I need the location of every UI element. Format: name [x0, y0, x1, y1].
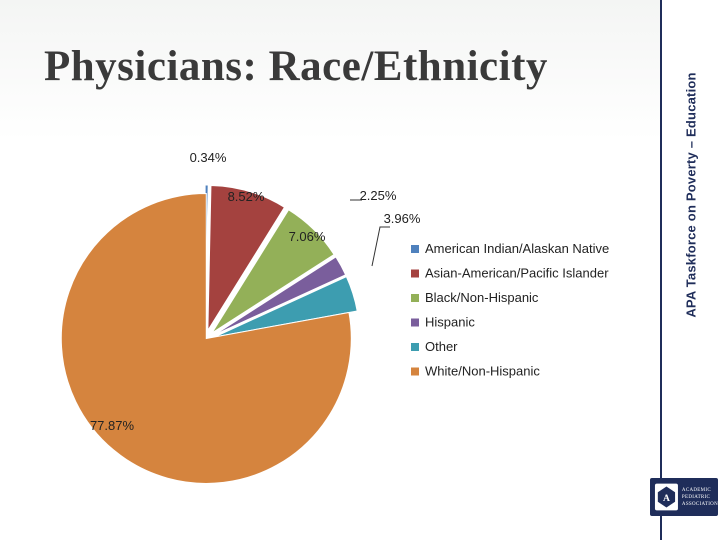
- pie-slice: [211, 209, 335, 334]
- data-label: 2.25%: [360, 188, 397, 203]
- legend-swatch: [411, 367, 419, 376]
- legend-label: Other: [425, 339, 458, 354]
- side-caption: APA Taskforce on Poverty – Education: [683, 72, 699, 318]
- svg-text:A: A: [663, 493, 670, 504]
- legend-swatch: [411, 245, 419, 253]
- label-leader-line: [371, 226, 390, 267]
- pie-chart: 0.34% 8.52% 7.06% 2.25% 3.96% 77.87% American …: [60, 150, 609, 484]
- legend-swatch: [411, 269, 419, 278]
- legend-label: White/Non-Hispanic: [425, 364, 540, 379]
- legend-label: Black/Non-Hispanic: [425, 290, 539, 305]
- logo-text-line: PEDIATRIC: [681, 494, 711, 500]
- legend-swatch: [411, 318, 419, 327]
- side-panel: [662, 0, 720, 540]
- data-label: 0.34%: [190, 150, 227, 165]
- data-label: 3.96%: [384, 211, 421, 226]
- legend-swatch: [411, 343, 419, 351]
- pie-slice: [213, 256, 347, 336]
- data-label: 7.06%: [289, 229, 326, 244]
- data-label: 77.87%: [90, 418, 135, 433]
- side-divider: [660, 0, 662, 540]
- logo-emblem-icon: A: [654, 483, 678, 511]
- legend-label: American Indian/Alaskan Native: [425, 241, 609, 256]
- logo-text: ACADEMIC PEDIATRIC ASSOCIATION: [682, 487, 718, 508]
- data-label: 8.52%: [228, 189, 265, 204]
- pie-slice: [207, 184, 286, 333]
- legend-label: Hispanic: [425, 315, 475, 330]
- legend-swatch: [411, 294, 419, 302]
- pie-slice: [60, 192, 352, 484]
- legend-label: Asian-American/Pacific Islander: [425, 266, 609, 281]
- logo-text-line: ASSOCIATION: [681, 501, 718, 507]
- logo-text-line: ACADEMIC: [681, 487, 711, 493]
- academic-pediatric-association-logo: A ACADEMIC PEDIATRIC ASSOCIATION: [650, 478, 718, 516]
- slide-title: Physicians: Race/Ethnicity: [44, 43, 548, 90]
- pie-slice: [214, 276, 358, 338]
